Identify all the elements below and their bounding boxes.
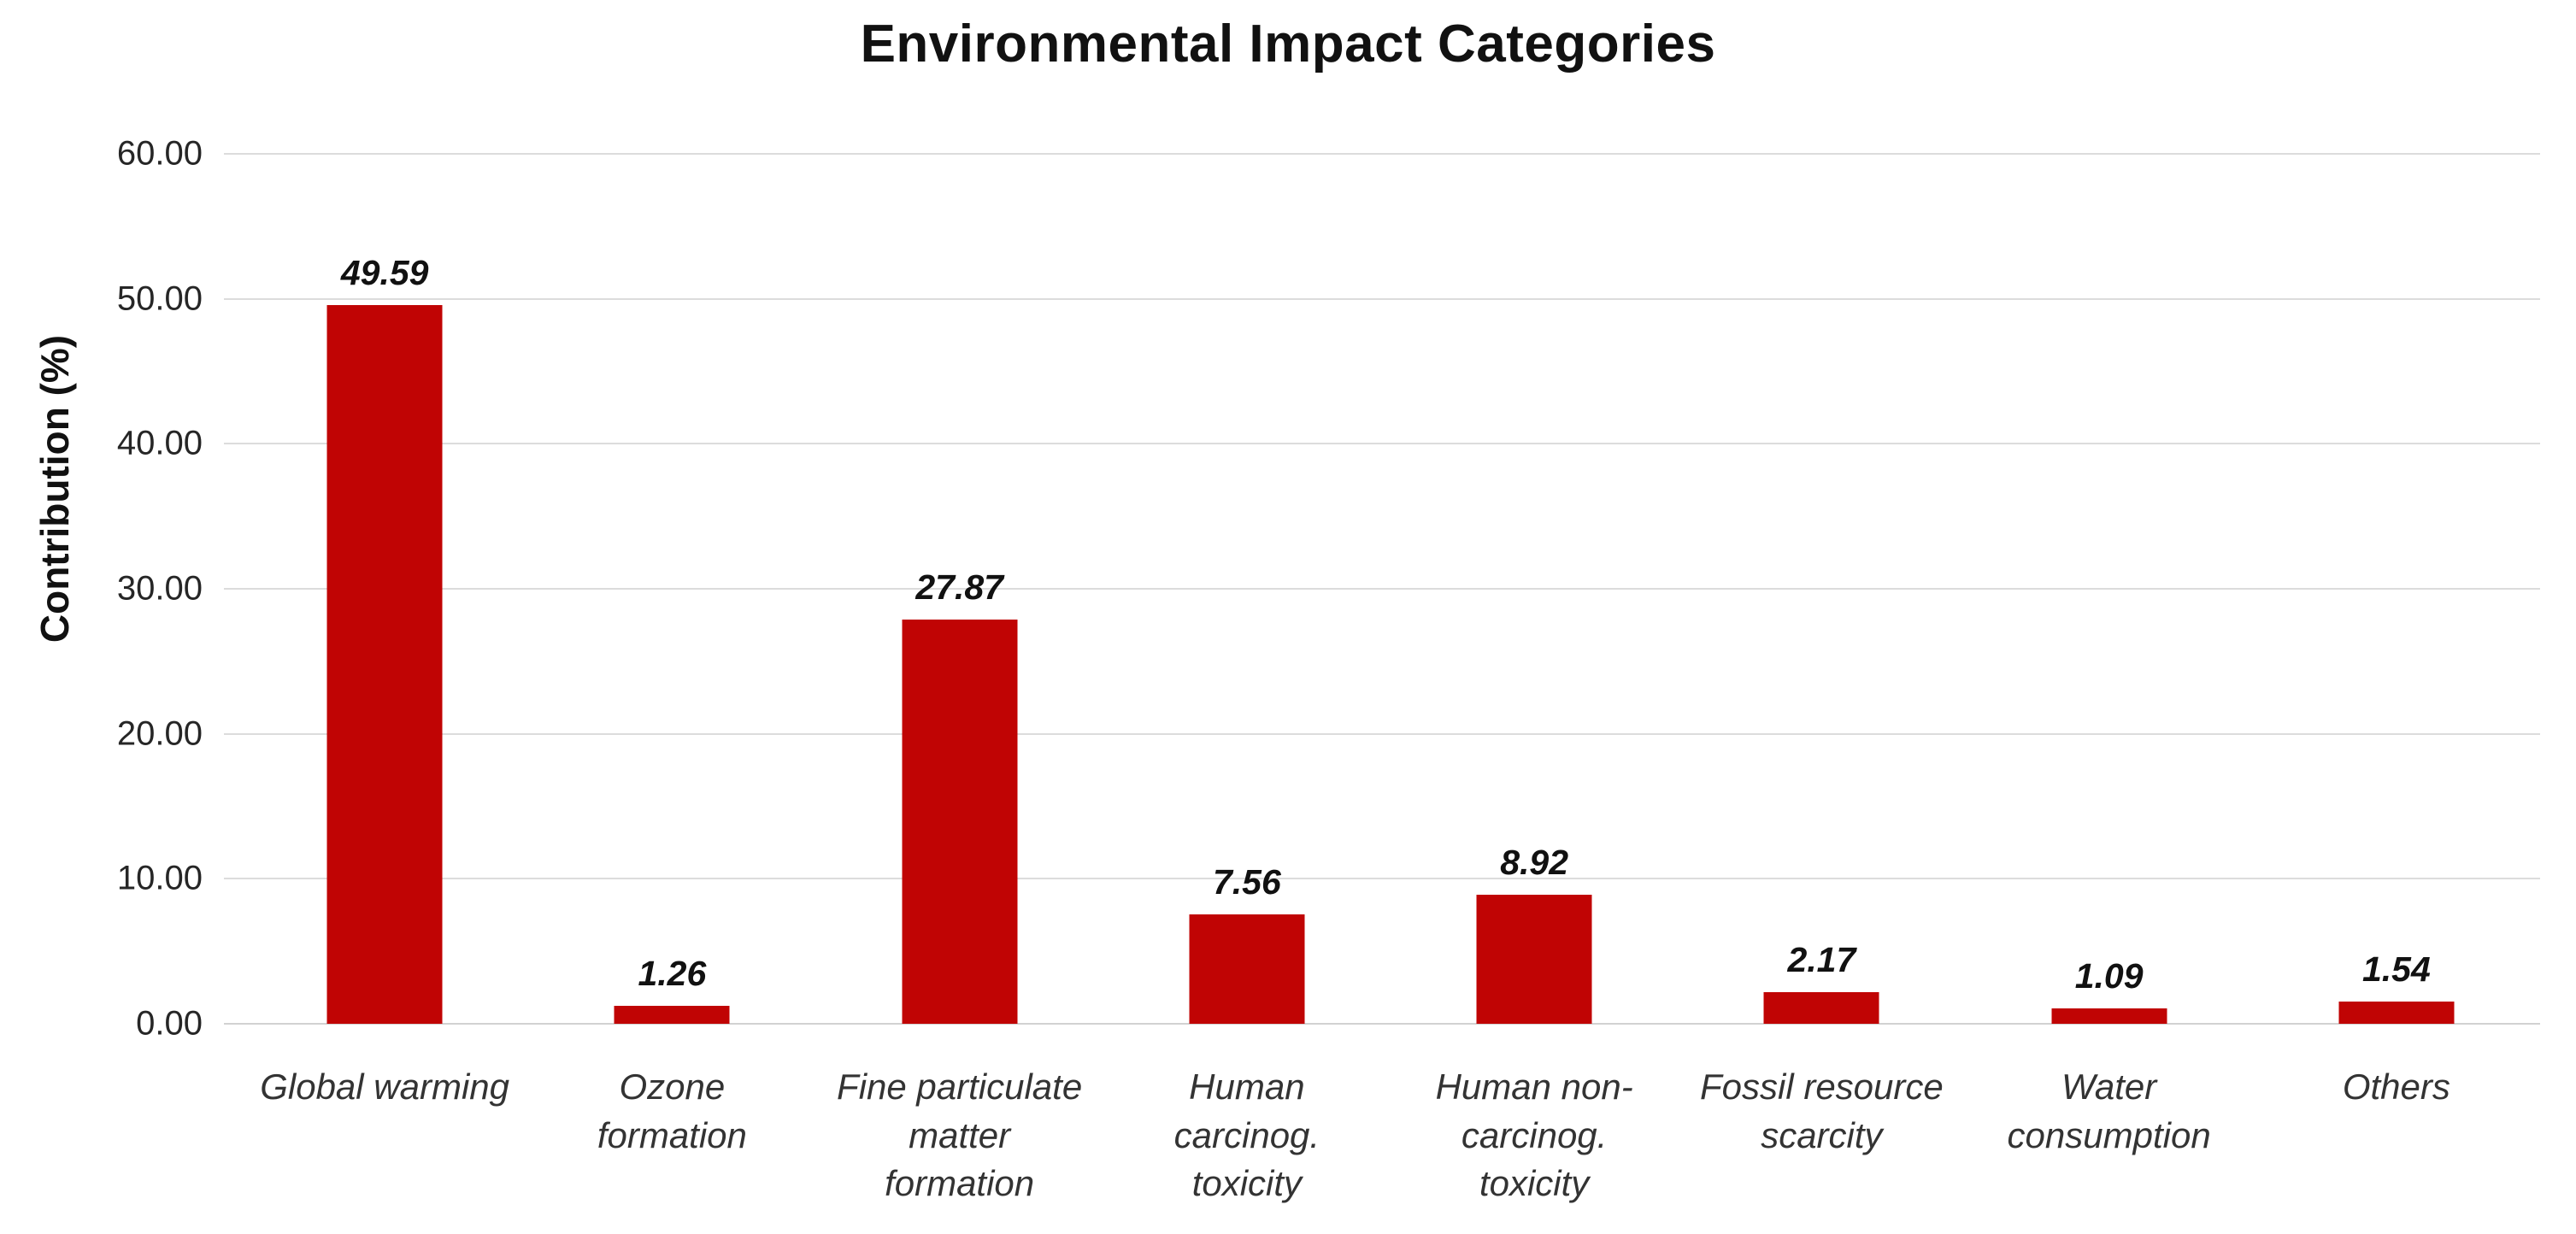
- bar-group: 27.87 Fine particulate matter formation: [816, 154, 1103, 1203]
- gridline: [224, 732, 2540, 735]
- plot-area: 60.00 50.00 40.00 30.00 20.00 10.00 0.00 49.59…: [117, 135, 2540, 1204]
- y-tick-label: 10.00: [116, 859, 203, 897]
- gridline: [224, 588, 2540, 590]
- bar-group: 2.17 Fossil resource scarcity: [1678, 154, 1965, 1155]
- gridline: [224, 878, 2540, 880]
- x-category-label: Global warming: [260, 1067, 510, 1107]
- bar-value-label: 1.09: [2074, 955, 2144, 996]
- bar-group: 1.54 Others: [2253, 154, 2540, 1107]
- bar: [902, 620, 1018, 1024]
- x-category-label: Ozone formation: [597, 1067, 747, 1155]
- bar-value-label: 1.54: [2361, 949, 2431, 989]
- chart-title: Environmental Impact Categories: [860, 15, 1716, 73]
- gridline: [224, 297, 2540, 300]
- bar: [1189, 914, 1305, 1024]
- x-category-label: Fine particulate matter formation: [837, 1067, 1083, 1204]
- bar-group: 7.56 Human carcinog. toxicity: [1103, 154, 1391, 1204]
- bar-group: 1.26 Ozone formation: [528, 154, 815, 1155]
- bar: [326, 304, 443, 1024]
- x-axis-line: [224, 1023, 2540, 1025]
- y-axis-title: Contribution (%): [32, 334, 77, 643]
- gridline: [224, 443, 2540, 445]
- x-category-label: Others: [2342, 1067, 2450, 1107]
- y-tick-label: 50.00: [116, 279, 203, 318]
- bar-group: 8.92 Human non- carcinog. toxicity: [1391, 154, 1678, 1204]
- bar: [1763, 992, 1879, 1024]
- bar-value-label: 8.92: [1500, 842, 1569, 882]
- bar-value-label: 2.17: [1787, 940, 1856, 980]
- bar-value-label: 49.59: [340, 252, 429, 292]
- y-tick-label: 20.00: [116, 714, 203, 753]
- y-tick-label: 40.00: [116, 424, 203, 462]
- x-category-label: Fossil resource scarcity: [1699, 1067, 1944, 1155]
- bars-container: 49.59 Global warming 1.26 Ozone formation 27…: [241, 154, 2540, 1204]
- bar-value-label: 1.26: [638, 953, 707, 993]
- bar: [614, 1005, 730, 1024]
- y-tick-label: 0.00: [136, 1004, 203, 1043]
- x-category-label: Human carcinog. toxicity: [1173, 1067, 1320, 1204]
- bar: [2051, 1008, 2167, 1024]
- bar-value-label: 7.56: [1212, 861, 1281, 902]
- grid-layer: 60.00 50.00 40.00 30.00 20.00 10.00 0.00: [117, 135, 2540, 1043]
- y-tick-label: 30.00: [116, 569, 203, 608]
- x-category-label: Water consumption: [2007, 1067, 2211, 1155]
- bar-group: 1.09 Water consumption: [1966, 154, 2253, 1155]
- bar: [2338, 1001, 2455, 1024]
- y-tick-label: 60.00: [116, 134, 203, 173]
- x-category-label: Human non- carcinog. toxicity: [1435, 1067, 1633, 1204]
- bar-value-label: 27.87: [915, 567, 1003, 608]
- bar-group: 49.59 Global warming: [241, 154, 528, 1107]
- gridline: [224, 153, 2540, 155]
- bar: [1476, 894, 1592, 1024]
